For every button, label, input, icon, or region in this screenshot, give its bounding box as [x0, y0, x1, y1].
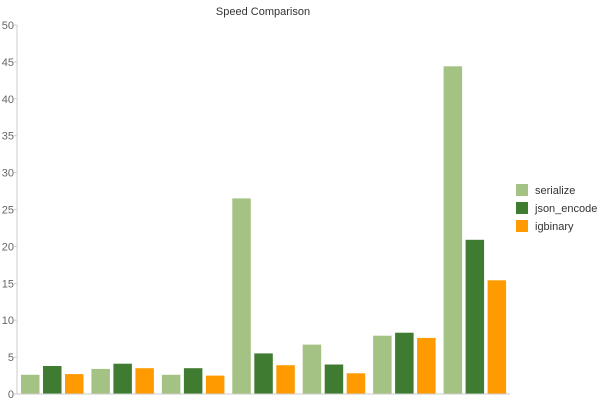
- y-tick-label: 20: [2, 241, 14, 253]
- bar-json-encode: [254, 353, 273, 394]
- legend-swatch-igbinary: [516, 220, 528, 232]
- legend: serialize json_encode igbinary: [516, 184, 597, 233]
- legend-label-json-encode: json_encode: [534, 203, 597, 215]
- bar-json-encode: [324, 364, 344, 394]
- y-tick-label: 0: [8, 389, 14, 400]
- y-tick-label: 30: [2, 168, 14, 180]
- bar-json-encode: [183, 368, 203, 394]
- bars-group: [21, 66, 507, 395]
- y-tick-label: 10: [2, 315, 14, 327]
- y-tick-label: 40: [2, 94, 14, 106]
- bar-igbinary: [135, 368, 154, 394]
- bar-serialize: [232, 198, 251, 394]
- bar-json-encode: [43, 366, 62, 394]
- legend-label-serialize: serialize: [535, 185, 575, 197]
- bar-serialize: [443, 66, 463, 395]
- y-tick-label: 25: [2, 205, 14, 217]
- y-tick-label: 50: [2, 20, 14, 32]
- bar-igbinary: [487, 280, 507, 394]
- bar-igbinary: [276, 365, 295, 394]
- legend-swatch-json-encode: [516, 202, 528, 214]
- chart-title: Speed Comparison: [216, 6, 310, 18]
- y-axis: 0 5 10 15 20 25 30 35 40 45 50: [2, 20, 18, 400]
- y-tick-label: 35: [2, 131, 14, 143]
- bar-json-encode: [113, 363, 132, 394]
- y-tick-label: 45: [2, 57, 14, 69]
- y-tick-label: 5: [8, 352, 14, 364]
- bar-serialize: [91, 368, 110, 394]
- bar-json-encode: [395, 332, 414, 394]
- bar-serialize: [373, 335, 392, 394]
- bar-igbinary: [346, 373, 366, 394]
- bar-igbinary: [417, 337, 436, 394]
- bar-igbinary: [65, 374, 84, 394]
- bar-json-encode: [465, 239, 485, 394]
- bar-igbinary: [205, 375, 225, 394]
- y-tick-label: 15: [2, 278, 14, 290]
- bar-serialize: [161, 374, 181, 394]
- bar-serialize: [302, 344, 322, 394]
- legend-swatch-serialize: [516, 184, 528, 196]
- bar-serialize: [21, 374, 40, 394]
- legend-label-igbinary: igbinary: [535, 221, 574, 233]
